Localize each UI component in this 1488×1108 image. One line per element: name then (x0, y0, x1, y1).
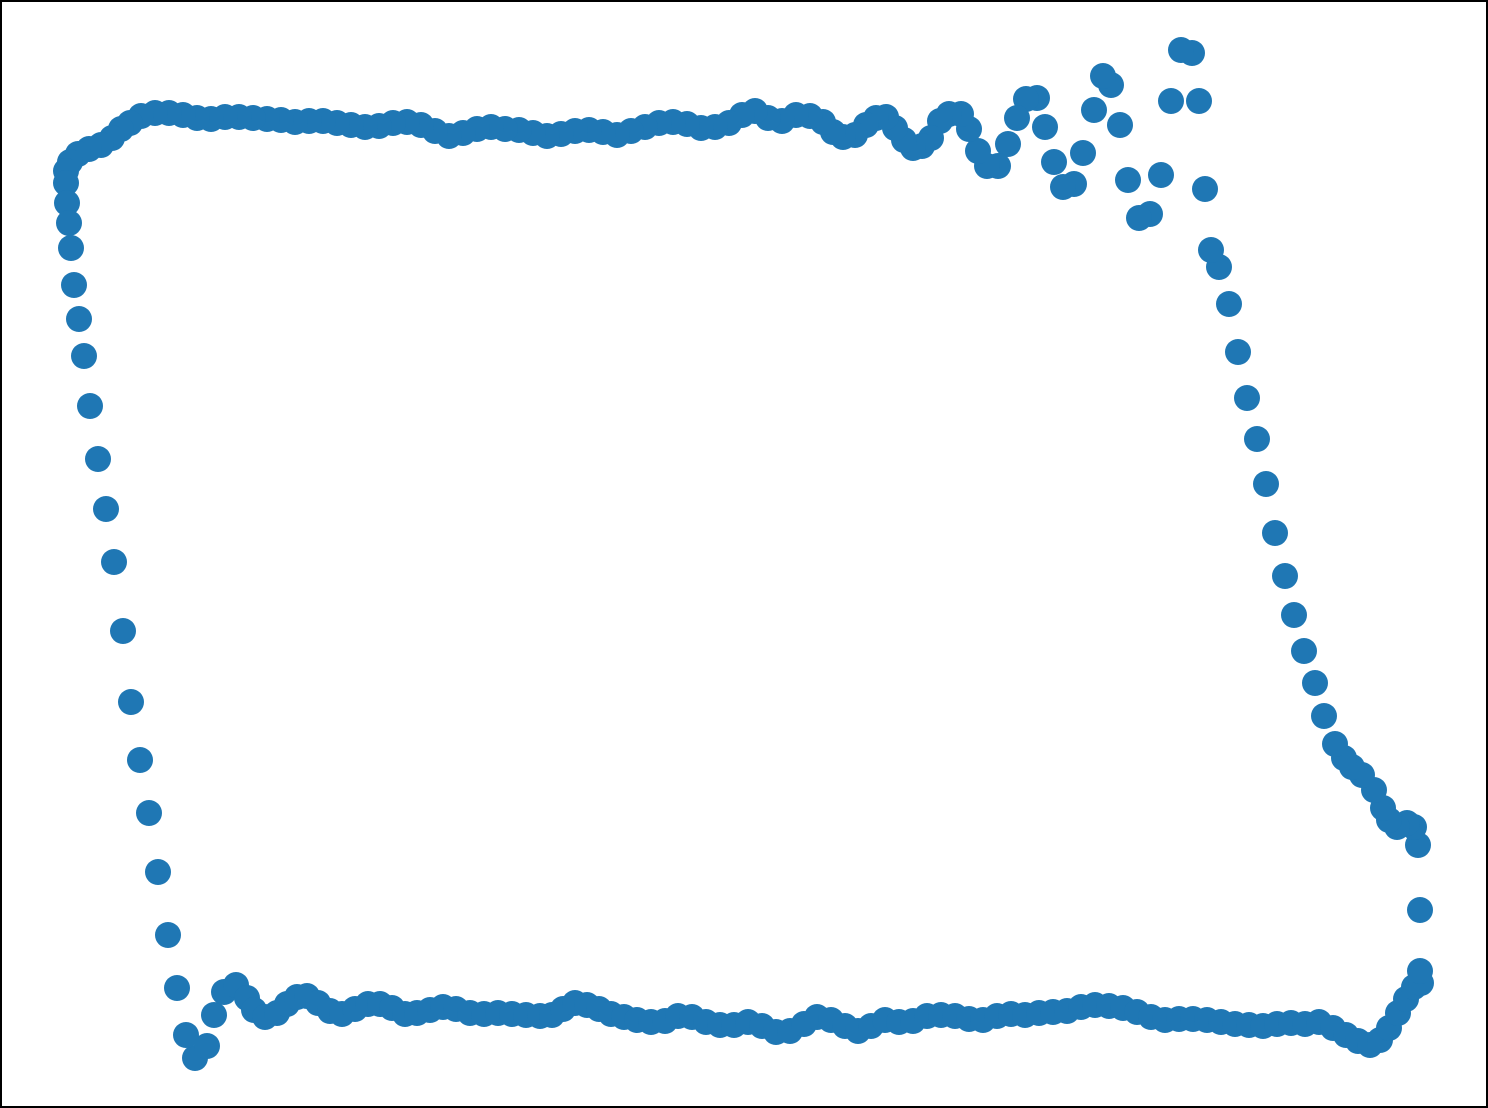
scatter-point (164, 975, 190, 1001)
scatter-point (1407, 897, 1433, 923)
scatter-point (71, 343, 97, 369)
scatter-point (1225, 339, 1251, 365)
scatter-point (965, 138, 991, 164)
scatter-point (1032, 114, 1058, 140)
scatter-point (1198, 237, 1224, 263)
scatter-point (1041, 149, 1067, 175)
scatter-point (1186, 88, 1212, 114)
scatter-point (1291, 638, 1317, 664)
scatter-point (58, 235, 84, 261)
scatter-point (1070, 140, 1096, 166)
scatter-point (1192, 176, 1218, 202)
scatter-point (173, 1022, 199, 1048)
scatter-point (77, 393, 103, 419)
scatter-point (1158, 88, 1184, 114)
scatter-point (1216, 291, 1242, 317)
scatter-point (1050, 174, 1076, 200)
scatter-point (101, 549, 127, 575)
scatter-point (53, 170, 79, 196)
scatter-point (1244, 426, 1270, 452)
scatter-point (1234, 385, 1260, 411)
scatter-point (56, 210, 82, 236)
scatter-point (1168, 37, 1194, 63)
scatter-point (1148, 162, 1174, 188)
scatter-point (1272, 563, 1298, 589)
scatter-point (1281, 602, 1307, 628)
scatter-point (1311, 703, 1337, 729)
scatter-point (1081, 97, 1107, 123)
scatter-point (54, 190, 80, 216)
scatter-point (194, 1033, 220, 1059)
scatter-point (85, 446, 111, 472)
scatter-point (136, 800, 162, 826)
scatter-point (1322, 731, 1348, 757)
scatter-point (1107, 112, 1133, 138)
scatter-point (1126, 205, 1152, 231)
scatter-point (1302, 670, 1328, 696)
scatter-point (61, 272, 87, 298)
scatter-point (995, 131, 1021, 157)
scatter-point (1407, 958, 1433, 984)
scatter-point (93, 496, 119, 522)
scatter-point (145, 859, 171, 885)
scatter-point (1262, 520, 1288, 546)
scatter-point (201, 1002, 227, 1028)
scatter-point (66, 306, 92, 332)
scatter-point (155, 922, 181, 948)
scatter-point (1253, 471, 1279, 497)
scatter-points (53, 37, 1434, 1071)
scatter-point (110, 618, 136, 644)
scatter-point (118, 689, 144, 715)
scatter-point (1004, 105, 1030, 131)
scatter-point (127, 747, 153, 773)
scatter-point (1115, 167, 1141, 193)
scatter-point (1090, 63, 1116, 89)
